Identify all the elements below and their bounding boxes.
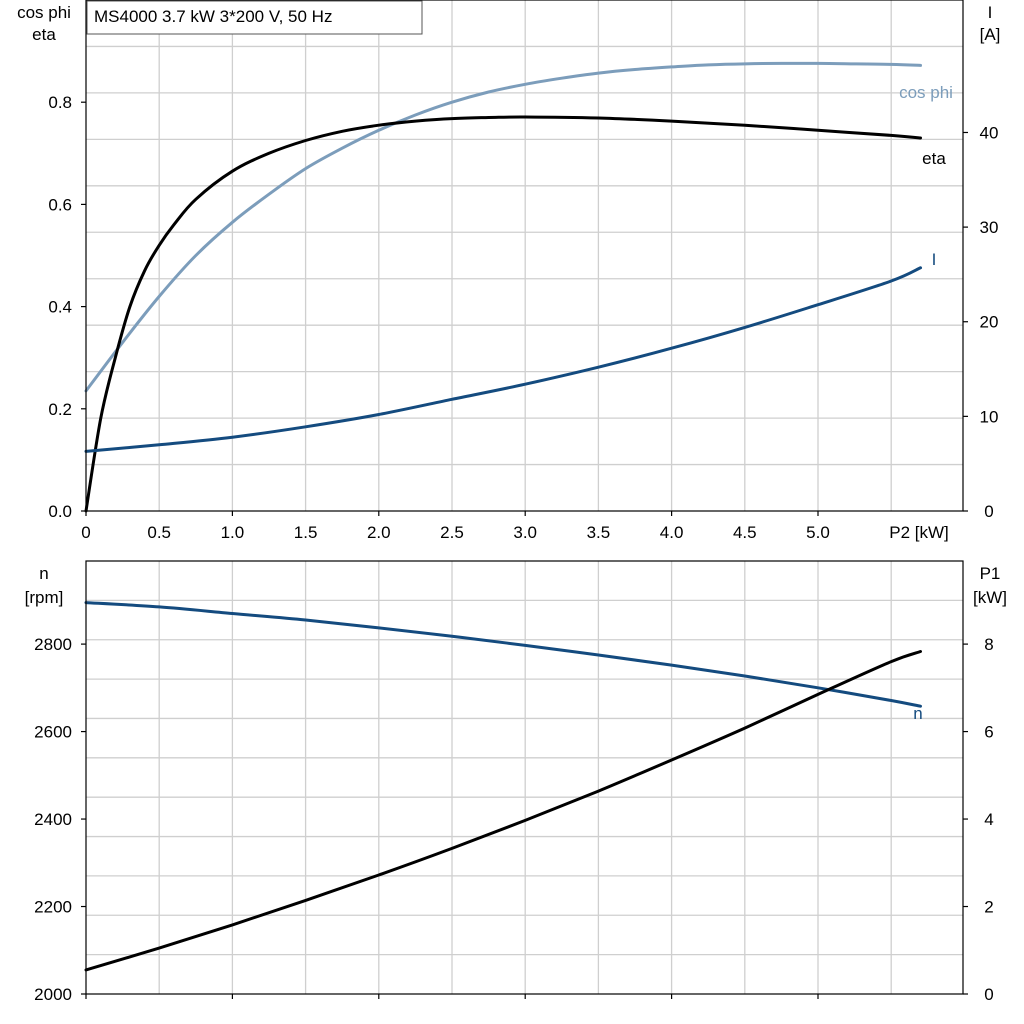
top-left-axis-label: cos phi	[17, 3, 71, 22]
top-left-axis-label: eta	[32, 25, 56, 44]
top-x-tick-label: 1.0	[221, 523, 245, 542]
bottom-right-tick-label: 8	[984, 635, 993, 654]
chart-title-box: MS4000 3.7 kW 3*200 V, 50 Hz	[86, 0, 423, 35]
top-x-tick-label: 2.5	[440, 523, 464, 542]
cos-phi-series-label: cos phi	[899, 83, 953, 102]
top-x-tick-label: 4.0	[660, 523, 684, 542]
top-right-tick-label: 30	[980, 218, 999, 237]
top-tick-labels: 0.0 0.2 0.4 0.6 0.8 0 10 20 30 40 0 0.5 1.0 1.5 2.0 2.5…	[48, 93, 998, 542]
top-x-axis-label: P2 [kW]	[889, 523, 949, 542]
top-right-tick-label: 40	[980, 123, 999, 142]
top-gridlines	[86, 0, 963, 511]
top-right-axis-label: I	[988, 3, 993, 22]
top-right-axis-label: [A]	[980, 25, 1001, 44]
top-left-tick-label: 0.6	[48, 195, 72, 214]
bottom-p1-series-line	[84, 650, 922, 972]
top-plot-frame	[85, 0, 964, 512]
bottom-left-axis-label: [rpm]	[25, 588, 64, 607]
bottom-n-series-line	[84, 601, 922, 708]
top-left-tick-label: 0.2	[48, 400, 72, 419]
top-x-tick-label: 1.5	[294, 523, 318, 542]
top-i-series-line	[84, 266, 922, 453]
top-left-tick-label: 0.0	[48, 502, 72, 521]
top-left-tick-label: 0.8	[48, 93, 72, 112]
chart-title-frame	[86, 0, 423, 35]
bottom-plot-frame	[85, 560, 964, 995]
chart-title: MS4000 3.7 kW 3*200 V, 50 Hz	[94, 7, 332, 26]
top-series-group: cos phi eta I	[84, 61, 953, 513]
top-x-tick-label: 3.5	[587, 523, 611, 542]
top-x-tick-label: 0	[81, 523, 90, 542]
top-right-tick-label: 20	[980, 313, 999, 332]
bottom-right-tick-label: 2	[984, 898, 993, 917]
bottom-left-tick-label: 2400	[34, 810, 72, 829]
top-right-tick-label: 10	[980, 407, 999, 426]
bottom-left-tick-label: 2200	[34, 898, 72, 917]
top-x-tick-label: 3.0	[513, 523, 537, 542]
top-left-tick-label: 0.4	[48, 298, 72, 317]
bottom-right-tick-label: 0	[984, 985, 993, 1004]
top-x-tick-label: 0.5	[147, 523, 171, 542]
top-x-tick-label: 4.5	[733, 523, 757, 542]
bottom-right-tick-label: 6	[984, 723, 993, 742]
bottom-left-tick-label: 2800	[34, 635, 72, 654]
top-right-tick-label: 0	[984, 502, 993, 521]
bottom-gridlines	[86, 561, 963, 994]
bottom-left-tick-label: 2000	[34, 985, 72, 1004]
bottom-chart-panel: n 2000 2200 2400 2600 2800 0 2 4 6 8 n [rpm] P1 [kW]	[25, 560, 1007, 1004]
i-series-label: I	[932, 250, 937, 269]
bottom-tick-labels: 2000 2200 2400 2600 2800 0 2 4 6 8	[34, 635, 994, 1004]
top-x-tick-label: 5.0	[806, 523, 830, 542]
bottom-series-group: n	[84, 601, 923, 972]
n-series-label: n	[913, 704, 922, 723]
top-eta-series-line	[84, 115, 922, 513]
bottom-left-tick-label: 2600	[34, 723, 72, 742]
bottom-right-axis-label: [kW]	[973, 588, 1007, 607]
bottom-left-axis-label: n	[39, 564, 48, 583]
eta-series-label: eta	[922, 149, 946, 168]
bottom-axis-labels: n [rpm] P1 [kW]	[25, 564, 1007, 607]
top-axis-labels: cos phi eta I [A]	[17, 3, 1000, 44]
top-cos-phi-series-line	[84, 61, 922, 393]
bottom-right-tick-label: 4	[984, 810, 993, 829]
bottom-right-axis-label: P1	[980, 564, 1001, 583]
top-chart-panel: cos phi eta I 0.0 0.2 0.4 0.6 0.8 0 10 20 30 40 0 0.5…	[17, 0, 1000, 542]
top-x-tick-label: 2.0	[367, 523, 391, 542]
